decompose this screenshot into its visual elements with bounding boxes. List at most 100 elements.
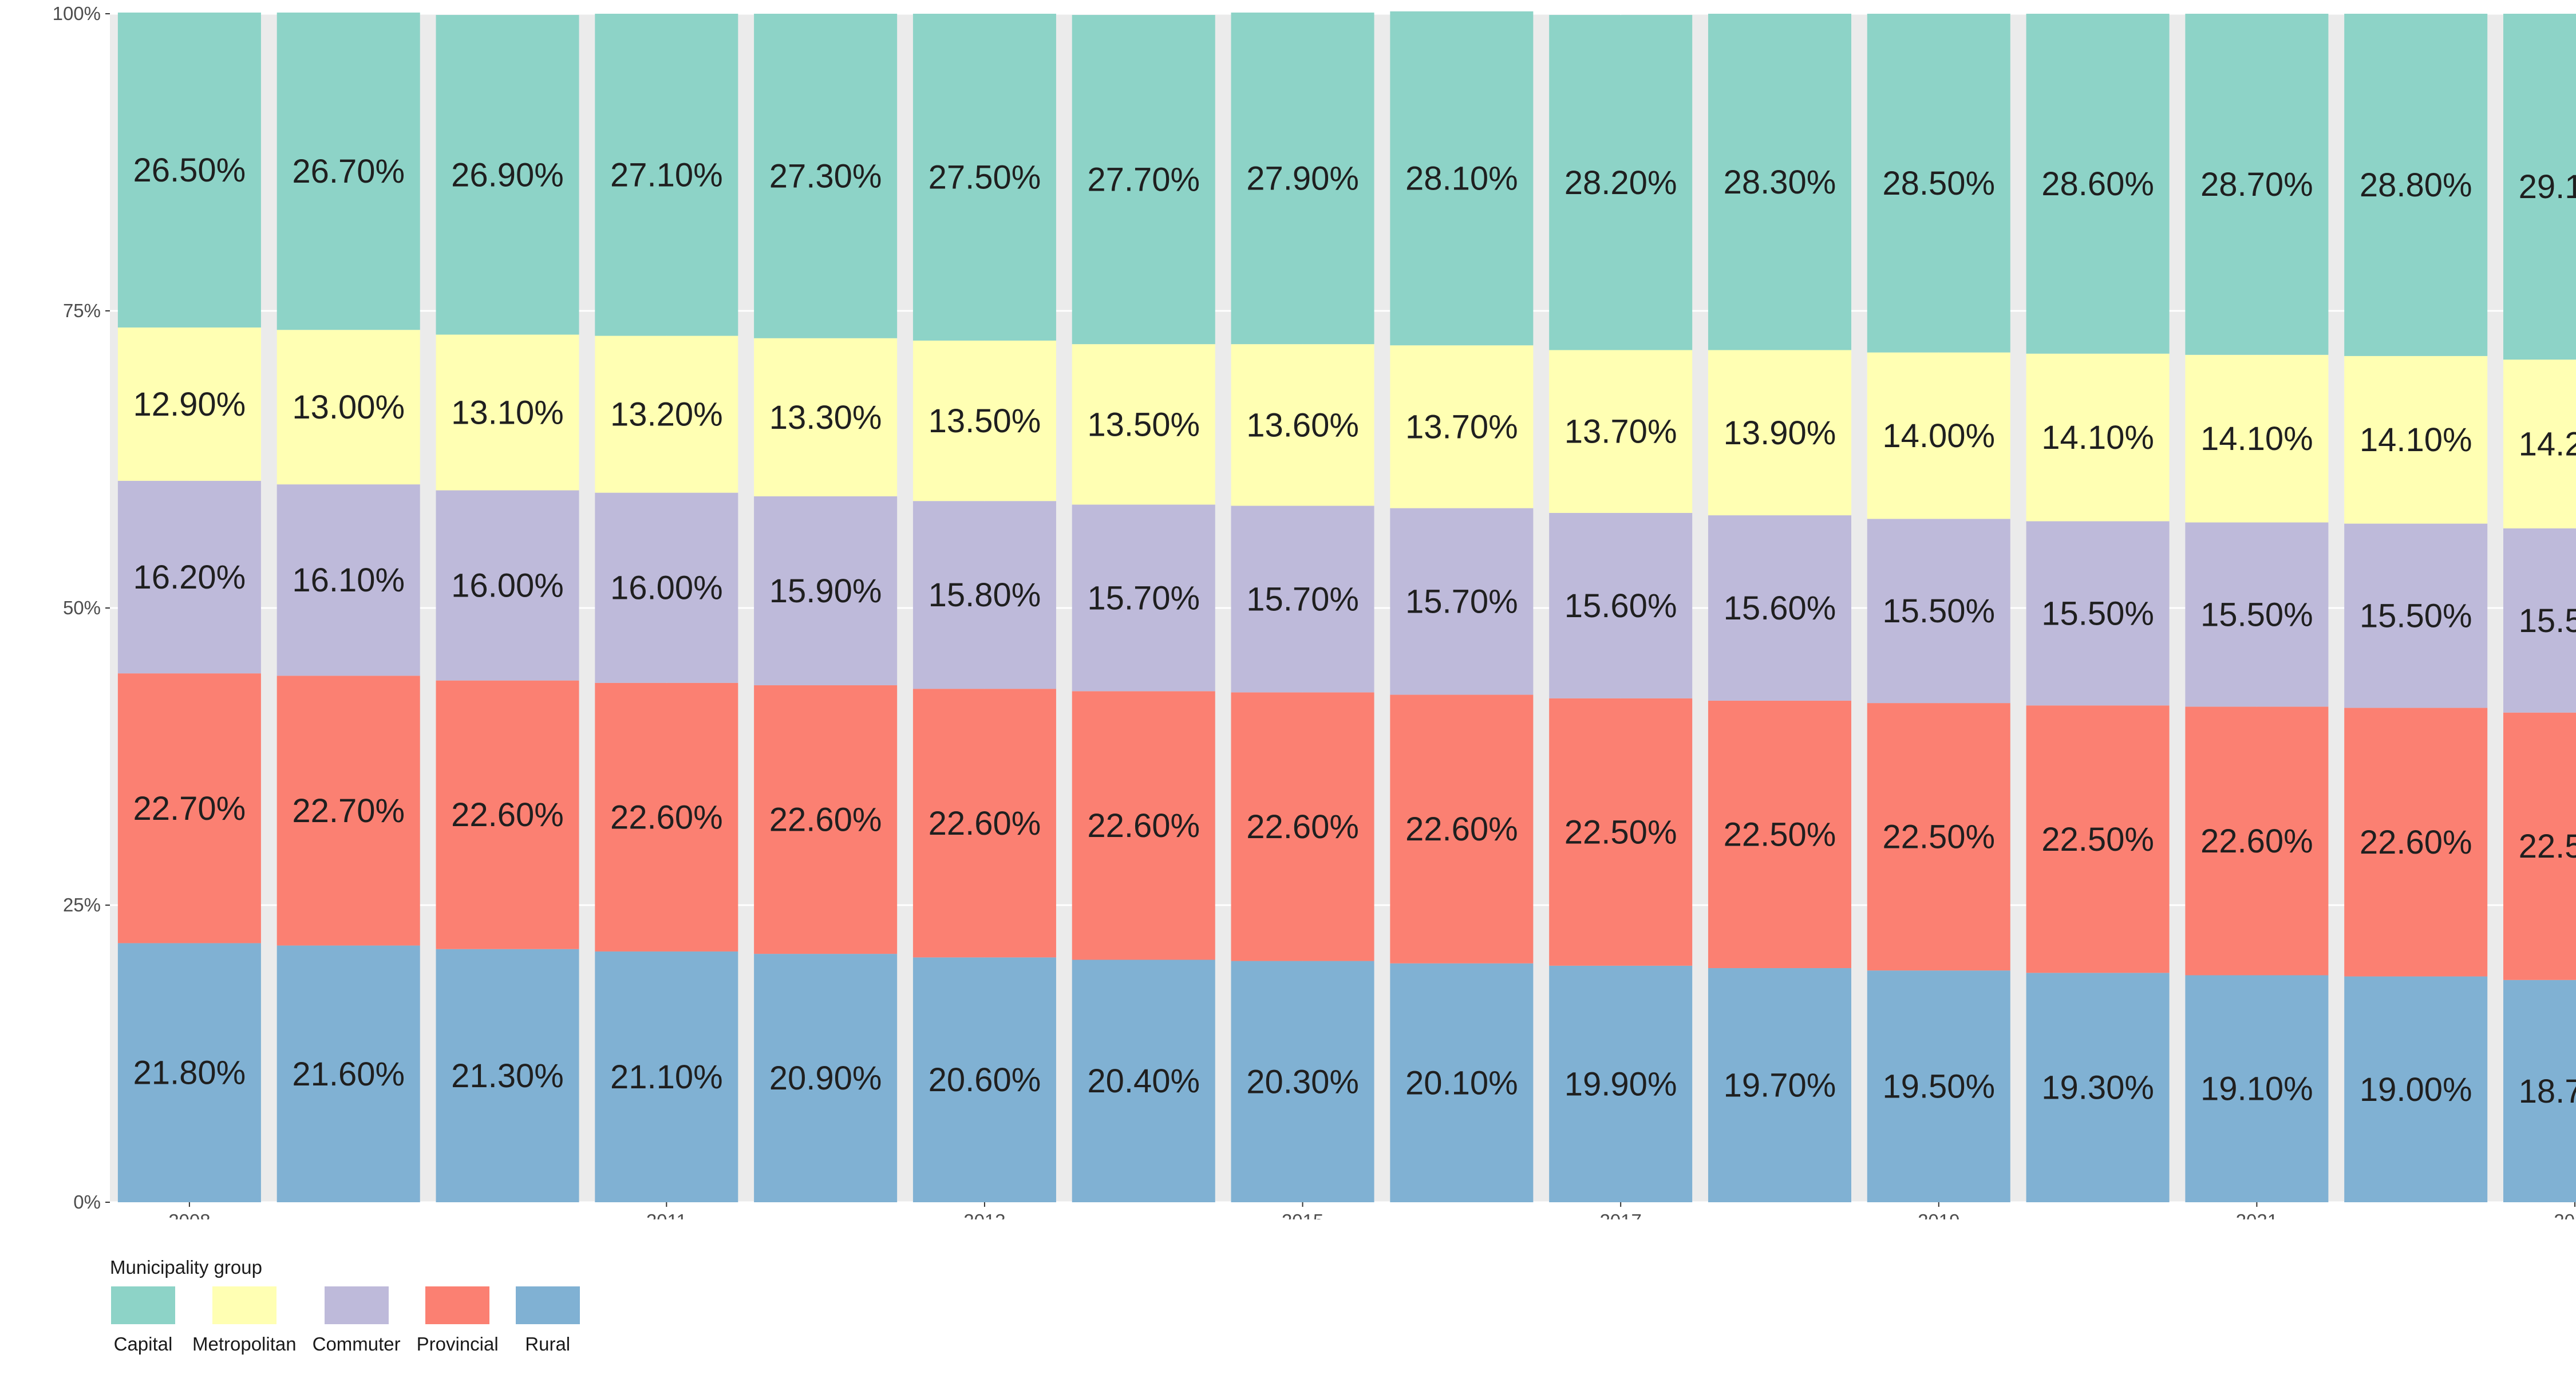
bar-segment-provincial [912,689,1056,958]
data-label: 22.70% [292,792,405,830]
bar-segment-rural [595,951,738,1202]
bar-segment-provincial [754,685,898,954]
bar-segment-commuter [1549,512,1693,698]
y-tick-label: 100% [53,3,101,24]
bar-segment-capital [754,14,898,338]
data-label: 22.50% [1564,814,1677,851]
data-label: 15.70% [1246,581,1359,618]
bar-segment-capital [1231,12,1374,345]
bar-segment-rural [2026,973,2170,1202]
bar-segment-capital [2185,14,2329,355]
data-label: 14.10% [2200,420,2313,457]
x-tick-label: 2008 [168,1210,210,1219]
bar-segment-capital [2344,14,2488,356]
bar-segment-provincial [117,673,261,943]
x-tick-label: 2011 [646,1210,687,1219]
legend-item-metropolitan: Metropolitan [192,1285,297,1355]
data-label: 15.50% [2519,602,2576,639]
data-label: 15.50% [2360,597,2472,634]
data-label: 19.10% [2200,1071,2313,1108]
data-label: 29.10% [2519,168,2576,206]
bar-segment-capital [1867,14,2010,353]
x-tick-label: 2013 [963,1210,1005,1219]
data-label: 18.70% [2519,1073,2576,1110]
bar-segment-commuter [2344,523,2488,708]
bar-segment-metropolitan [1549,350,1693,513]
data-label: 13.00% [292,389,405,426]
bar-segment-capital [1549,15,1693,350]
bar-segment-capital [2503,14,2576,360]
bar-segment-commuter [1867,519,2010,704]
bar-segment-rural [1072,960,1215,1202]
bar-segment-capital [1390,11,1534,346]
legend-label: Rural [525,1333,571,1355]
bar-segment-capital [117,12,261,328]
y-tick-label: 25% [63,894,101,915]
data-label: 13.50% [929,402,1041,440]
data-label: 22.60% [769,802,882,839]
data-label: 21.10% [610,1059,723,1096]
bar-segment-metropolitan [2344,356,2488,524]
data-label: 22.50% [1882,819,1995,856]
data-label: 22.50% [2041,821,2154,858]
data-label: 27.10% [610,156,723,194]
bar-segment-commuter [2503,528,2576,713]
bar-segment-capital [1708,14,1851,350]
bar-segment-metropolitan [276,330,420,485]
data-label: 14.20% [2519,426,2576,463]
bar-segment-capital [595,14,738,336]
data-label: 13.70% [1405,408,1518,445]
data-label: 22.60% [451,796,564,834]
bar-segment-metropolitan [754,338,898,496]
x-tick-label: 2017 [1599,1210,1641,1219]
bar-segment-metropolitan [595,335,738,493]
data-label: 15.60% [1724,590,1836,627]
data-label: 15.80% [929,577,1041,614]
data-label: 19.00% [2360,1071,2472,1108]
bar-segment-provincial [1867,703,2010,971]
data-label: 16.10% [292,562,405,599]
bar-segment-provincial [595,682,738,951]
data-label: 28.30% [1724,164,1836,201]
data-label: 20.60% [929,1061,1041,1099]
data-label: 22.60% [1087,807,1200,844]
legend-swatch [424,1285,491,1325]
bar-segment-rural [1549,965,1693,1202]
bar-segment-commuter [276,484,420,676]
data-label: 13.90% [1724,414,1836,452]
data-label: 20.30% [1246,1063,1359,1100]
bar-segment-commuter [1072,504,1215,692]
bar-segment-metropolitan [436,334,579,491]
data-label: 15.60% [1564,587,1677,625]
bar-segment-metropolitan [117,327,261,481]
bar-segment-provincial [276,676,420,946]
data-label: 21.80% [133,1055,246,1092]
data-label: 15.50% [1882,593,1995,630]
data-label: 14.10% [2360,421,2472,459]
data-label: 16.00% [610,570,723,607]
bar-segment-provincial [1390,694,1534,964]
stacked-bar-chart: 21.80% 22.70% 16.20% 12.90% 26.50% 21.60% 22.7… [53,3,2576,1219]
data-label: 22.50% [1724,816,1836,853]
data-label: 13.50% [1087,406,1200,443]
data-label: 12.90% [133,386,246,423]
bar-segment-commuter [912,501,1056,689]
bar-segment-rural [117,943,261,1202]
data-label: 21.30% [451,1057,564,1095]
bar-segment-provincial [2503,712,2576,980]
data-label: 22.70% [133,790,246,827]
data-label: 28.20% [1564,164,1677,202]
data-label: 22.60% [1405,811,1518,848]
bar-segment-commuter [2185,522,2329,707]
data-label: 13.60% [1246,406,1359,444]
bar-segment-metropolitan [912,340,1056,502]
y-tick-label: 50% [63,597,101,618]
x-tick-label: 2021 [2236,1210,2278,1219]
data-label: 13.20% [610,396,723,433]
bar-segment-commuter [1708,515,1851,701]
y-axis: 0% 25% 50% 75% 100% [53,3,110,1213]
bar-segment-rural [1231,961,1374,1202]
bar-segment-capital [2026,14,2170,354]
legend-item-capital: Capital [110,1285,176,1355]
legend-swatch [211,1285,278,1325]
